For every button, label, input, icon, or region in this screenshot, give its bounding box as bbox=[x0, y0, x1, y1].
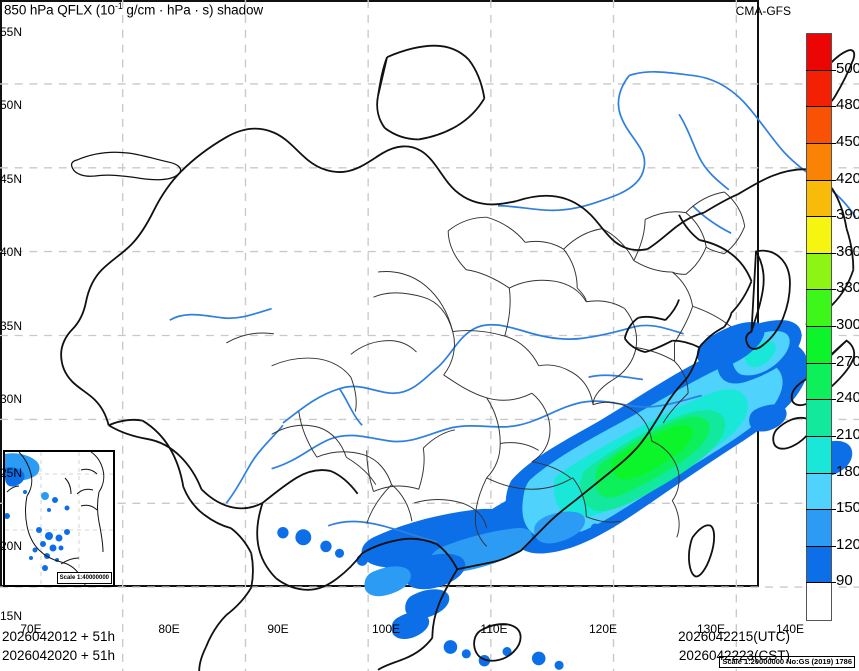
colorbar-band-6 bbox=[807, 363, 831, 401]
footer-left: 2026042012 + 51h 2026042020 + 51h bbox=[2, 627, 115, 665]
title-exponent: -1 bbox=[114, 1, 123, 11]
colorbar-tick-150 bbox=[806, 509, 836, 511]
colorbar-band-11 bbox=[807, 180, 831, 218]
colorbar-tick-360 bbox=[806, 252, 836, 254]
colorbar-label-90: 90 bbox=[836, 572, 853, 590]
lat-tick-45n: 45N bbox=[0, 172, 23, 186]
lat-tick-15n: 15N bbox=[0, 609, 23, 623]
national-boundaries bbox=[60, 44, 856, 671]
lat-tick-35n: 35N bbox=[0, 319, 23, 333]
colorbar-label-180: 180 bbox=[836, 462, 859, 480]
title-text: 850 hPa QFLX (10 bbox=[4, 2, 115, 18]
colorbar-label-390: 390 bbox=[836, 206, 859, 224]
lon-tick-90e: 90E bbox=[267, 622, 289, 636]
colorbar-label-420: 420 bbox=[836, 169, 859, 187]
init-time-cst: 2026042020 + 51h bbox=[2, 648, 115, 663]
colorbar-label-450: 450 bbox=[836, 132, 859, 150]
colorbar-tick-270 bbox=[806, 362, 836, 364]
colorbar-band-9 bbox=[807, 253, 831, 291]
title-units: g/cm · hPa · s) shadow bbox=[122, 2, 264, 18]
colorbar-band-2 bbox=[807, 510, 831, 547]
lat-tick-25n: 25N bbox=[0, 466, 23, 480]
colorbar-label-240: 240 bbox=[836, 389, 859, 407]
colorbar-label-500: 500 bbox=[836, 59, 859, 77]
colorbar-band-1 bbox=[807, 546, 831, 584]
moisture-flux-shading bbox=[277, 320, 853, 670]
colorbar-label-270: 270 bbox=[836, 352, 859, 370]
colorbar-label-360: 360 bbox=[836, 242, 859, 260]
colorbar-tick-240 bbox=[806, 399, 836, 401]
colorbar-band-7 bbox=[807, 327, 831, 364]
colorbar[interactable] bbox=[806, 33, 832, 621]
lon-tick-70e: 70E bbox=[20, 622, 42, 636]
valid-time-cst: 2026042223(CST) bbox=[678, 648, 790, 663]
lat-tick-50n: 50N bbox=[0, 98, 23, 112]
colorbar-band-15 bbox=[807, 34, 831, 71]
colorbar-band-12 bbox=[807, 143, 831, 181]
colorbar-band-4 bbox=[807, 436, 831, 474]
lat-tick-30n: 30N bbox=[0, 392, 23, 406]
lon-tick-100e: 100E bbox=[371, 622, 401, 636]
inset-map-south-china-sea[interactable]: Scale 1:40000000 bbox=[3, 450, 115, 587]
colorbar-tick-420 bbox=[806, 179, 836, 181]
colorbar-tick-300 bbox=[806, 326, 836, 327]
colorbar-band-3 bbox=[807, 473, 831, 511]
footer-right: 2026042215(UTC) 2026042223(CST) bbox=[540, 627, 790, 665]
colorbar-band-8 bbox=[807, 290, 831, 327]
colorbar-label-210: 210 bbox=[836, 425, 859, 443]
colorbar-tick-390 bbox=[806, 216, 836, 218]
colorbar-tick-330 bbox=[806, 289, 836, 291]
colorbar-tick-180 bbox=[806, 472, 836, 474]
colorbar-tick-120 bbox=[806, 545, 836, 547]
colorbar-tick-480 bbox=[806, 106, 836, 108]
colorbar-label-330: 330 bbox=[836, 279, 859, 297]
lat-tick-20n: 20N bbox=[0, 539, 23, 553]
valid-time-utc: 2026042215(UTC) bbox=[678, 629, 790, 644]
colorbar-band-13 bbox=[807, 107, 831, 144]
colorbar-label-150: 150 bbox=[836, 499, 859, 517]
colorbar-tick-500 bbox=[806, 69, 836, 71]
colorbar-band-5 bbox=[807, 400, 831, 437]
init-time-utc: 2026042012 + 51h bbox=[2, 629, 115, 644]
colorbar-band-14 bbox=[807, 70, 831, 108]
province-boundaries bbox=[226, 191, 746, 547]
lon-tick-140e: 140E bbox=[775, 622, 805, 636]
lat-tick-40n: 40N bbox=[0, 245, 23, 259]
colorbar-tick-210 bbox=[806, 435, 836, 437]
lon-tick-110e: 110E bbox=[480, 622, 508, 636]
colorbar-label-300: 300 bbox=[836, 316, 859, 333]
lon-tick-120e: 120E bbox=[588, 622, 618, 636]
colorbar-band-0 bbox=[807, 583, 831, 620]
model-label: CMA-GFS bbox=[735, 4, 791, 18]
colorbar-label-120: 120 bbox=[836, 535, 859, 553]
colorbar-band-10 bbox=[807, 217, 831, 254]
inset-scale-label: Scale 1:40000000 bbox=[56, 572, 112, 584]
colorbar-label-480: 480 bbox=[836, 96, 859, 114]
colorbar-tick-450 bbox=[806, 142, 836, 144]
page-title: 850 hPa QFLX (10-1 g/cm · hPa · s) shado… bbox=[4, 1, 263, 18]
lon-tick-80e: 80E bbox=[158, 622, 180, 636]
rivers bbox=[169, 71, 857, 543]
lat-tick-55n: 55N bbox=[0, 25, 23, 39]
lon-tick-130e: 130E bbox=[696, 622, 726, 636]
colorbar-tick-90 bbox=[806, 582, 836, 584]
